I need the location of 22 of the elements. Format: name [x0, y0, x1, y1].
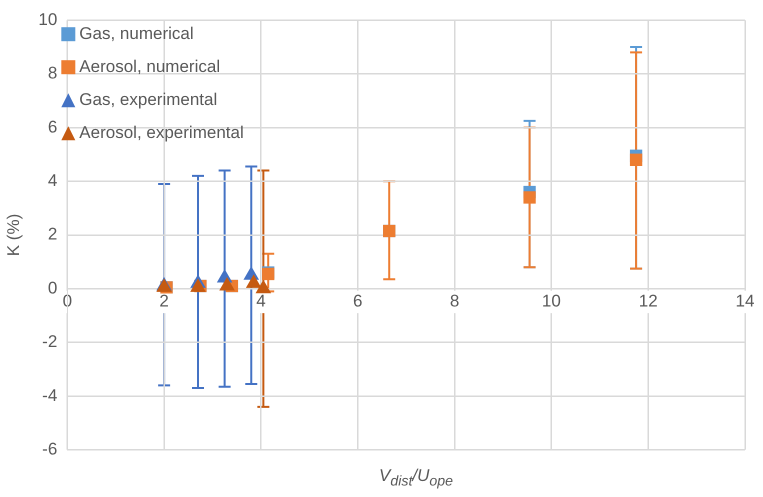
- x-tick-label: 10: [542, 292, 561, 311]
- x-tick-label: 2: [159, 292, 169, 311]
- x-tick-label: 6: [353, 292, 362, 311]
- y-tick-label: 10: [38, 10, 58, 29]
- y-axis-title: K (%): [4, 214, 23, 256]
- y-tick-label: 6: [48, 117, 58, 136]
- y-tick-label: -2: [42, 332, 58, 352]
- y-tick-label: 0: [48, 278, 58, 298]
- y-tick-label: 4: [48, 170, 58, 190]
- y-tick-label: 2: [48, 224, 58, 244]
- x-tick-label: 4: [256, 292, 266, 311]
- x-axis-title: V$_{dist}$/U$_{ope}$: [378, 466, 454, 490]
- y-tick-label: -6: [42, 439, 58, 458]
- x-tick-label: 8: [450, 292, 460, 311]
- legend-label: Gas, numerical: [79, 24, 194, 43]
- x-tick-label: 12: [638, 292, 658, 311]
- y-tick-label: -4: [42, 386, 58, 405]
- legend-label: Gas, experimental: [79, 90, 218, 109]
- y-tick-label: 8: [48, 64, 58, 83]
- x-tick-label: 14: [736, 292, 754, 311]
- legend-label: Aerosol, experimental: [79, 122, 244, 142]
- legend-label: Aerosol, numerical: [79, 56, 220, 76]
